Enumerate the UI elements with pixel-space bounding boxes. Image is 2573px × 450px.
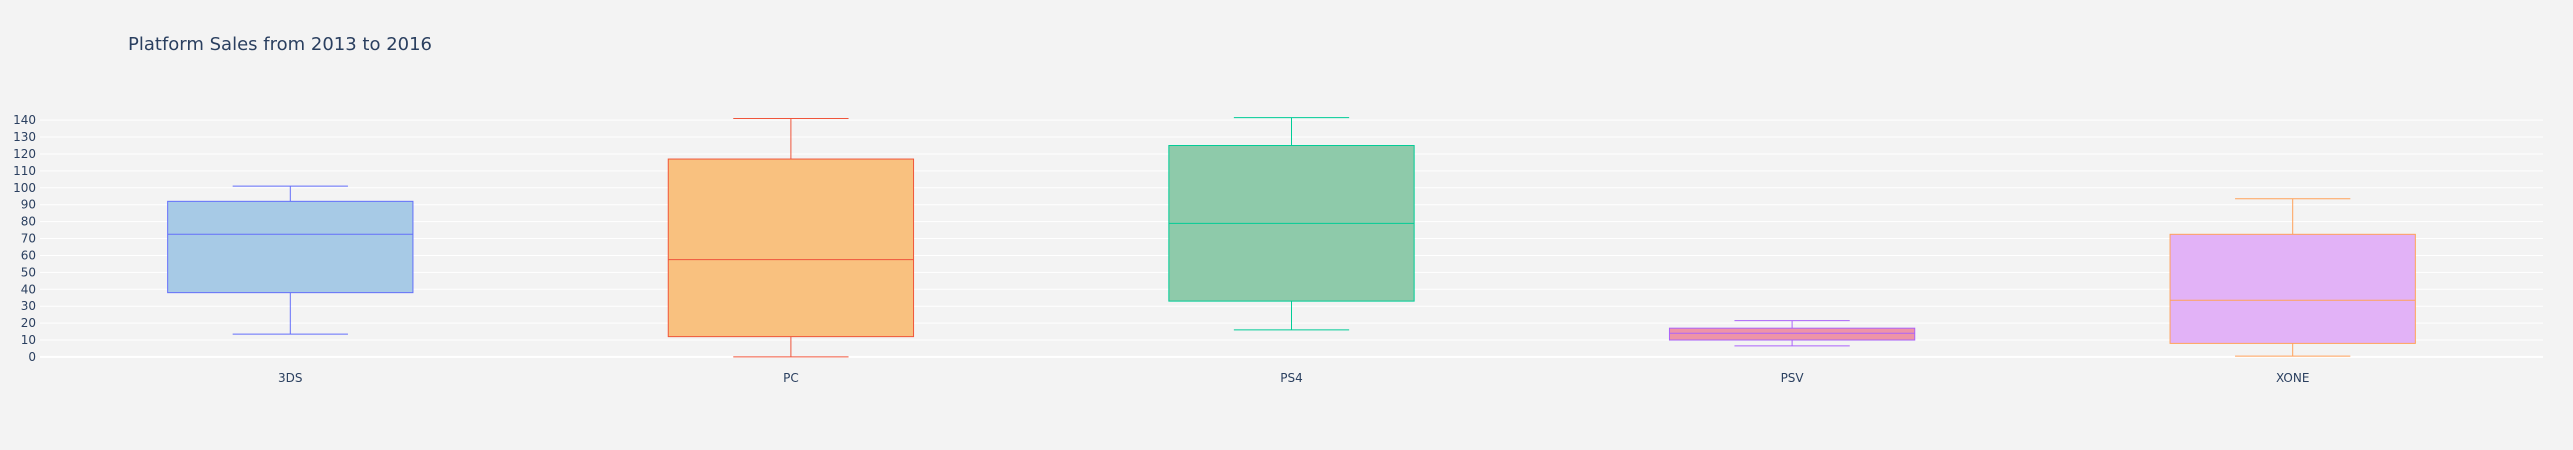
chart-title: Platform Sales from 2013 to 2016 [128,34,432,55]
y-tick-label: 50 [21,265,36,279]
box-xone [2169,198,2416,357]
box-ps4 [1168,117,1415,331]
x-tick-label: PSV [1781,371,1805,385]
y-tick-label: 60 [21,248,36,262]
box-psv [1668,320,1916,347]
x-tick-label: 3DS [278,371,303,385]
y-tick-label: 80 [21,215,36,229]
iqr-box [1668,327,1916,341]
x-tick-label: PC [783,371,799,385]
iqr-box [667,158,915,338]
x-axis: 3DS PC PS4 PSV XONE [278,371,2309,385]
y-axis: 0 10 20 30 40 50 60 70 80 90 100 110 120 130 140 [13,113,36,364]
y-tick-label: 0 [28,350,36,364]
y-tick-label: 100 [13,181,36,195]
y-tick-label: 120 [13,147,36,161]
y-tick-label: 20 [21,316,36,330]
y-tick-label: 130 [13,130,36,144]
box-pc [667,117,915,358]
y-tick-label: 140 [13,113,36,127]
iqr-box [167,200,414,294]
y-tick-label: 30 [21,299,36,313]
y-tick-label: 90 [21,198,36,212]
x-tick-label: PS4 [1280,371,1303,385]
y-tick-label: 40 [21,282,36,296]
y-tick-label: 10 [21,333,36,347]
y-tick-label: 70 [21,232,36,246]
y-tick-label: 110 [13,164,36,178]
boxes [167,117,2416,358]
box-3ds [167,185,414,335]
iqr-box [2169,233,2416,344]
x-tick-label: XONE [2276,371,2309,385]
